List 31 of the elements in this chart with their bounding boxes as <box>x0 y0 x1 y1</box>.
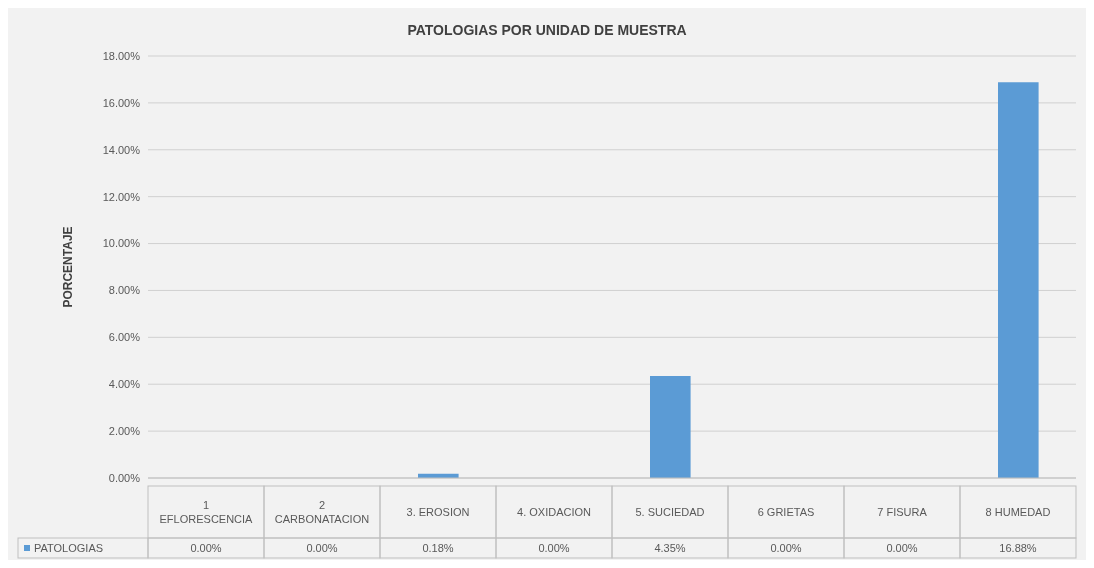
data-label: 4.35% <box>654 542 686 554</box>
x-tick-label: 2 CARBONATACION <box>274 499 370 525</box>
x-tick-label: 6 GRIETAS <box>757 506 815 518</box>
y-tick-label: 14.00% <box>102 143 141 156</box>
x-tick-label: 4. OXIDACION <box>517 506 592 518</box>
y-tick-label: 16.00% <box>102 96 141 109</box>
data-label: 0.00% <box>306 542 338 554</box>
x-tick-label: 1 EFLORESCENCIA <box>159 499 254 525</box>
y-tick-label: 0.00% <box>108 471 141 484</box>
x-tick-label: 3. EROSION <box>406 506 470 518</box>
data-label: 0.18% <box>422 542 454 554</box>
y-tick-label: 10.00% <box>102 237 141 250</box>
chart-title: PATOLOGIAS POR UNIDAD DE MUESTRA <box>406 21 688 40</box>
y-tick-label: 6.00% <box>108 331 141 344</box>
bar <box>998 82 1039 478</box>
legend-label: PATOLOGIAS <box>34 542 104 554</box>
x-tick-label: 8 HUMEDAD <box>985 506 1051 518</box>
y-tick-label: 8.00% <box>108 284 141 297</box>
data-label: 0.00% <box>190 542 222 554</box>
y-axis-title: PORCENTAJE <box>61 226 76 308</box>
x-tick-label: 7 FISURA <box>877 506 928 518</box>
data-label: 0.00% <box>886 542 918 554</box>
y-tick-label: 18.00% <box>102 49 141 62</box>
data-label: 0.00% <box>538 542 570 554</box>
y-tick-label: 4.00% <box>108 378 141 391</box>
data-label: 0.00% <box>770 542 802 554</box>
y-tick-label: 2.00% <box>108 425 141 438</box>
bar <box>650 376 691 478</box>
y-tick-label: 12.00% <box>102 190 141 203</box>
data-label: 16.88% <box>999 542 1037 554</box>
x-tick-label: 5. SUCIEDAD <box>635 506 705 518</box>
